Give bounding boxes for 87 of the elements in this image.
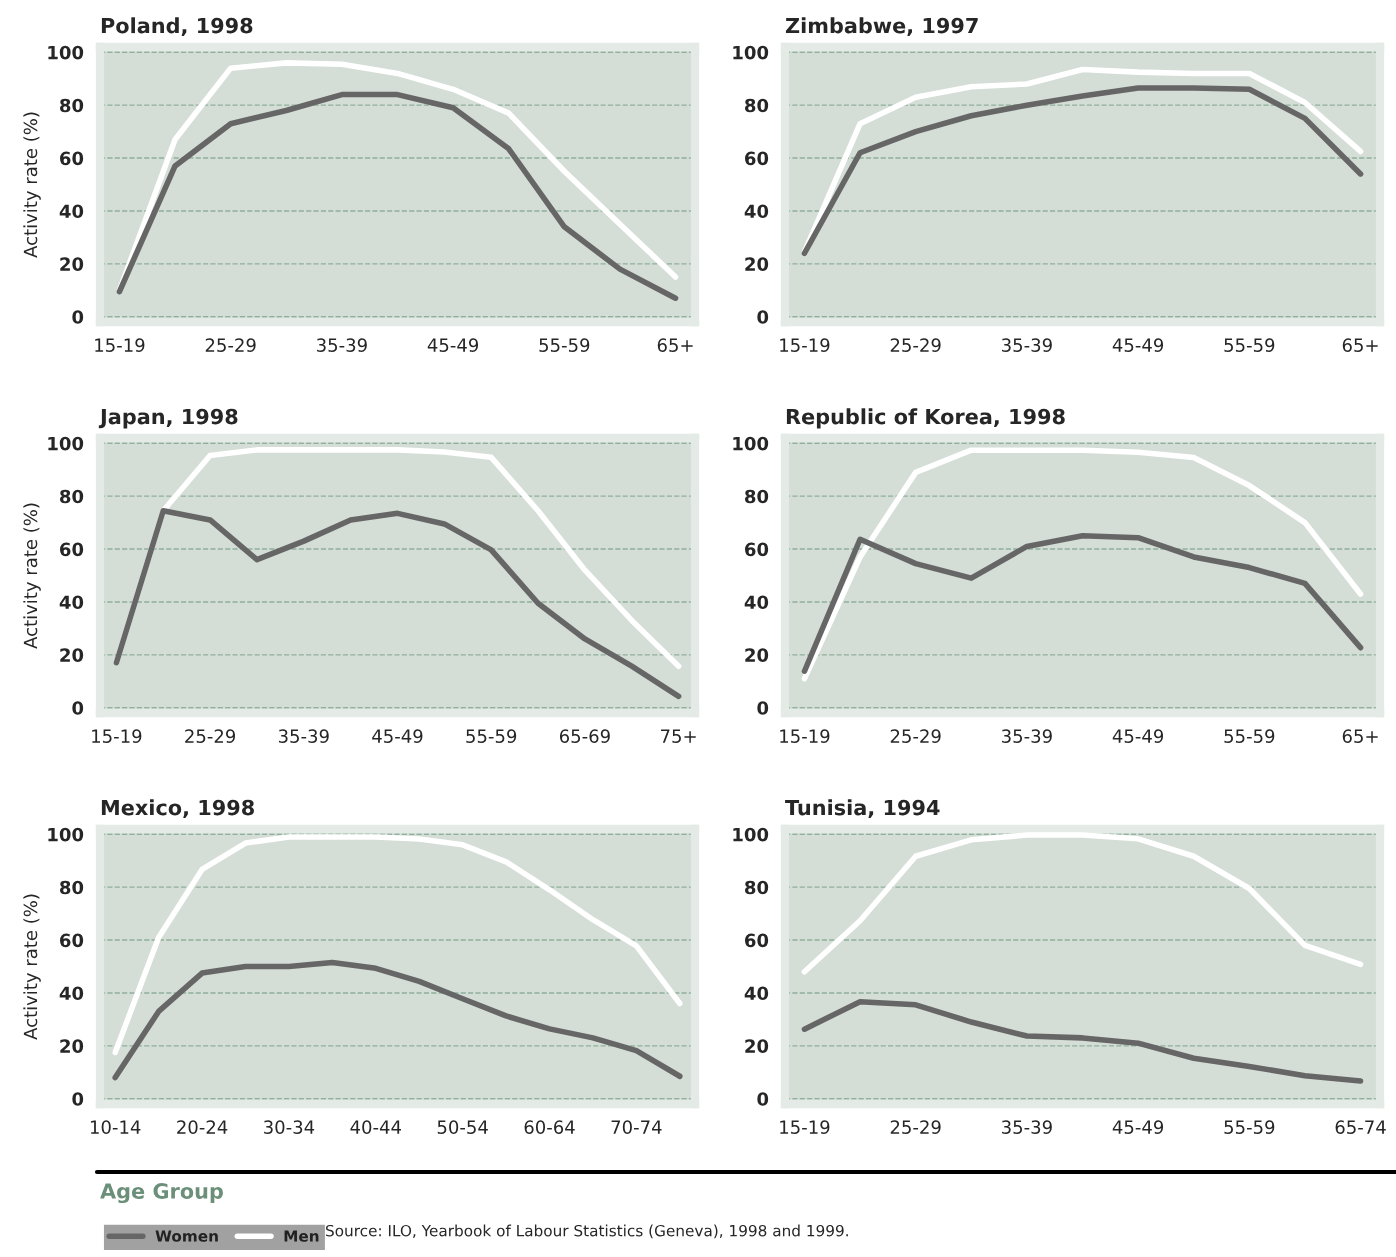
y-tick-label: 60	[745, 151, 769, 166]
y-axis-title: Activity rate (%)	[23, 894, 41, 1040]
x-tick-label: 55-59	[1224, 338, 1275, 352]
x-tick-label: 35-39	[1002, 1120, 1052, 1134]
x-tick-label: 25-29	[890, 1120, 941, 1134]
y-tick-label: 80	[60, 98, 84, 113]
x-tick-label: 55-59	[1224, 1120, 1275, 1134]
x-tick-label: 45-49	[1112, 1120, 1164, 1134]
y-tick-label: 100	[733, 436, 769, 451]
y-tick-label: 60	[60, 933, 84, 948]
x-tick-label: 15-19	[780, 729, 830, 743]
y-tick-label: 40	[744, 595, 769, 610]
x-tick-label: 45-49	[427, 338, 479, 352]
source-note: Source: ILO, Yearbook of Labour Statistics (Geneva), 1998 and 1999.	[326, 1224, 848, 1239]
chart-title: Zimbabwe, 1997	[785, 17, 978, 37]
x-tick-label: 45-49	[372, 729, 423, 743]
y-tick-label: 20	[745, 257, 769, 271]
x-tick-label: 45-49	[1112, 729, 1164, 743]
legend-label: Women	[155, 1230, 218, 1242]
x-tick-label: 25-29	[890, 729, 941, 743]
legend-label: Men	[284, 1230, 319, 1242]
y-tick-label: 40	[744, 204, 769, 219]
x-tick-label: 65-69	[559, 729, 610, 743]
x-tick-label: 65+	[1342, 338, 1378, 352]
x-tick-label: 35-39	[1002, 729, 1052, 743]
y-tick-label: 0	[757, 310, 769, 324]
x-tick-label: 15-19	[92, 729, 142, 743]
x-tick-label: 25-29	[185, 729, 236, 743]
chart-title: Japan, 1998	[98, 408, 238, 429]
y-axis-title: Activity rate (%)	[23, 112, 41, 258]
y-tick-label: 0	[72, 701, 84, 715]
x-tick-label: 70-74	[611, 1120, 662, 1134]
y-tick-label: 60	[745, 542, 769, 557]
y-tick-label: 40	[59, 204, 84, 219]
y-tick-label: 80	[60, 489, 84, 504]
chart-title: Poland, 1998	[101, 17, 253, 37]
x-tick-label: 15-19	[780, 338, 830, 352]
y-tick-label: 80	[745, 880, 769, 895]
x-tick-label: 15-19	[780, 1120, 830, 1134]
x-tick-label: 25-29	[890, 338, 941, 352]
y-tick-label: 0	[757, 1092, 769, 1106]
y-tick-label: 100	[48, 45, 84, 60]
x-tick-label: 75+	[661, 729, 696, 743]
x-tick-label: 60-64	[524, 1120, 575, 1134]
y-axis-title: Activity rate (%)	[23, 503, 41, 649]
x-tick-label: 55-59	[466, 729, 517, 743]
chart-title: Tunisia, 1994	[785, 799, 940, 819]
y-tick-label: 40	[59, 986, 84, 1001]
y-tick-label: 80	[60, 880, 84, 895]
y-tick-label: 100	[48, 436, 84, 451]
x-tick-label: 45-49	[1112, 338, 1164, 352]
y-tick-label: 20	[60, 648, 84, 662]
x-tick-label: 40-44	[350, 1120, 401, 1134]
y-tick-label: 100	[48, 827, 84, 842]
x-tick-label: 35-39	[317, 338, 367, 352]
y-tick-label: 100	[733, 827, 769, 842]
y-tick-label: 60	[60, 542, 84, 557]
x-tick-label: 25-29	[205, 338, 256, 352]
x-tick-label: 65-74	[1335, 1120, 1386, 1134]
y-tick-label: 60	[745, 933, 769, 948]
y-tick-label: 40	[59, 595, 84, 610]
x-tick-label: 15-19	[95, 338, 145, 352]
x-tick-label: 55-59	[1224, 729, 1275, 743]
y-tick-label: 20	[745, 648, 769, 662]
y-tick-label: 20	[60, 257, 84, 271]
y-tick-label: 20	[745, 1039, 769, 1053]
y-tick-label: 0	[72, 310, 84, 324]
x-tick-label: 10-14	[90, 1120, 141, 1134]
y-tick-label: 60	[60, 151, 84, 166]
y-tick-label: 20	[60, 1039, 84, 1053]
x-tick-label: 65+	[657, 338, 693, 352]
y-tick-label: 80	[745, 98, 769, 113]
x-tick-label: 65+	[1342, 729, 1378, 743]
y-tick-label: 100	[733, 45, 769, 60]
x-tick-label: 55-59	[539, 338, 590, 352]
x-tick-label: 20-24	[177, 1120, 228, 1134]
x-tick-label: 35-39	[1002, 338, 1052, 352]
x-tick-label: 35-39	[278, 729, 329, 743]
x-axis-title: Age Group	[100, 1183, 223, 1204]
x-tick-label: 50-54	[437, 1120, 488, 1134]
y-tick-label: 40	[744, 986, 769, 1001]
y-tick-label: 0	[757, 701, 769, 715]
chart-title: Mexico, 1998	[101, 799, 254, 819]
x-tick-label: 30-34	[264, 1120, 315, 1134]
chart-title: Republic of Korea, 1998	[786, 408, 1065, 429]
y-tick-label: 80	[745, 489, 769, 504]
y-tick-label: 0	[72, 1092, 84, 1106]
